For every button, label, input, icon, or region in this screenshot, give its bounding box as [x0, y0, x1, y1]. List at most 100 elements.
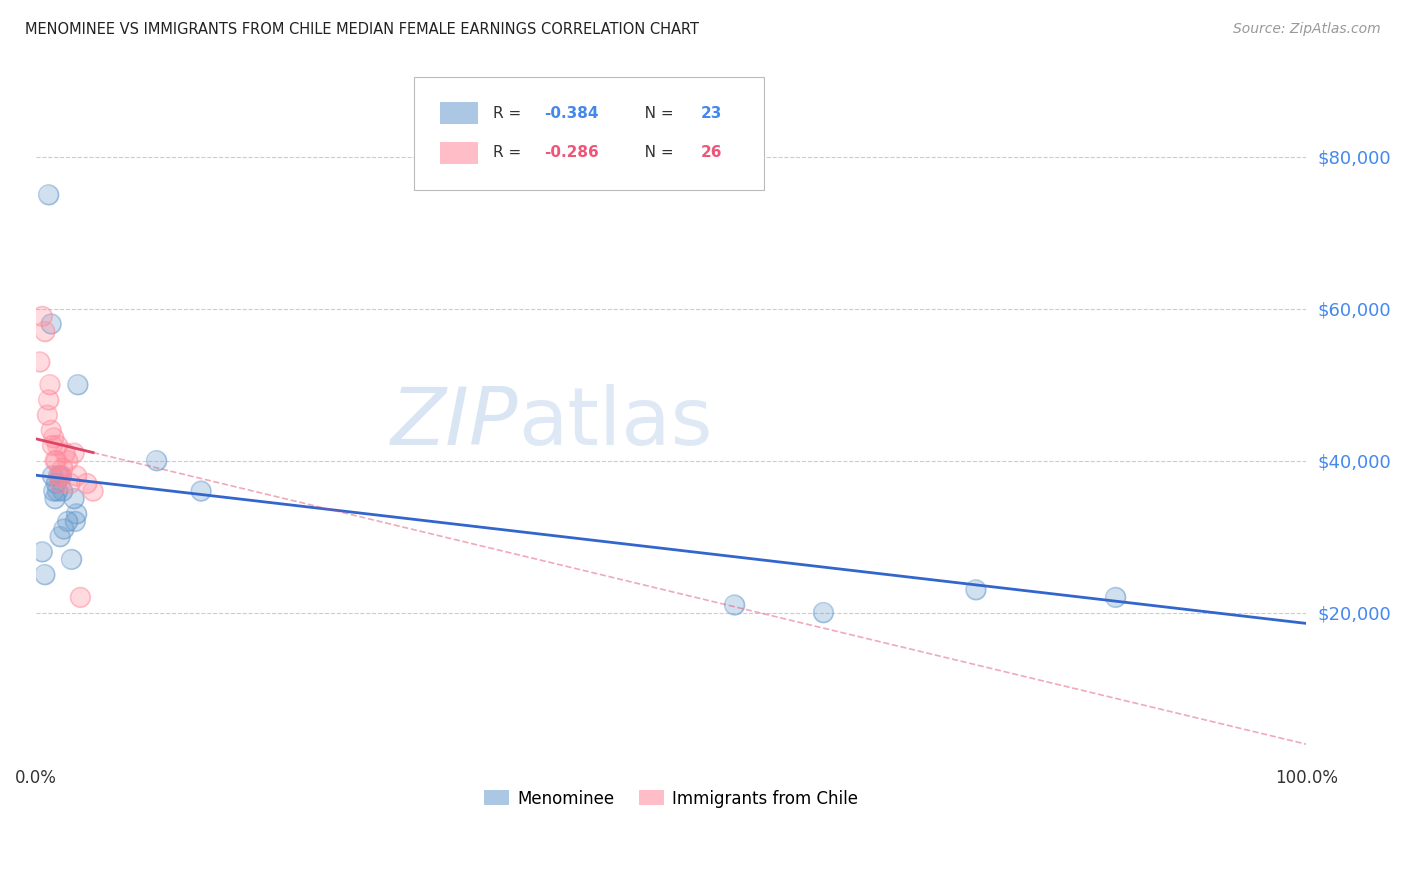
Point [65, 507, 87, 521]
Point [42, 484, 65, 499]
Point [56, 453, 79, 467]
Point [46, 484, 69, 499]
Point [45, 476, 67, 491]
Point [52, 461, 75, 475]
Point [28, 355, 51, 369]
Point [723, 598, 745, 612]
Point [190, 484, 212, 499]
Point [63, 446, 86, 460]
Point [42, 431, 65, 445]
Point [65, 515, 87, 529]
Point [52, 522, 75, 536]
Point [41, 438, 63, 452]
Point [51, 468, 73, 483]
Point [49, 476, 72, 491]
Point [76, 476, 98, 491]
Point [63, 491, 86, 506]
Point [49, 476, 72, 491]
Point [49, 530, 72, 544]
Point [51, 468, 73, 483]
Point [48, 468, 70, 483]
Point [82, 484, 104, 499]
Point [41, 438, 63, 452]
Point [44, 453, 66, 467]
Point [38, 187, 60, 202]
Point [45, 453, 67, 467]
Point [48, 468, 70, 483]
FancyBboxPatch shape [440, 102, 478, 124]
Point [46, 438, 69, 452]
Point [965, 582, 987, 597]
Point [31, 545, 53, 559]
Point [76, 476, 98, 491]
Text: N =: N = [630, 145, 679, 161]
Text: N =: N = [630, 105, 679, 120]
Point [48, 468, 70, 483]
Point [39, 317, 62, 331]
FancyBboxPatch shape [440, 142, 478, 163]
Text: MENOMINEE VS IMMIGRANTS FROM CHILE MEDIAN FEMALE EARNINGS CORRELATION CHART: MENOMINEE VS IMMIGRANTS FROM CHILE MEDIA… [25, 22, 699, 37]
Point [38, 187, 60, 202]
Point [53, 446, 76, 460]
Point [31, 545, 53, 559]
Text: Source: ZipAtlas.com: Source: ZipAtlas.com [1233, 22, 1381, 37]
Point [965, 582, 987, 597]
Point [1104, 591, 1126, 605]
Point [38, 377, 60, 392]
Point [60, 552, 83, 566]
Point [31, 310, 53, 324]
Point [56, 515, 79, 529]
Point [190, 484, 212, 499]
Point [34, 567, 56, 582]
Point [42, 484, 65, 499]
Point [45, 453, 67, 467]
Text: atlas: atlas [519, 384, 713, 462]
Point [39, 317, 62, 331]
Point [38, 392, 60, 407]
Point [813, 606, 835, 620]
Point [52, 522, 75, 536]
Point [63, 491, 86, 506]
Text: -0.384: -0.384 [544, 105, 599, 120]
FancyBboxPatch shape [415, 78, 763, 190]
Point [66, 377, 89, 392]
Point [69, 591, 91, 605]
Point [37, 408, 59, 422]
Point [65, 468, 87, 483]
Point [65, 507, 87, 521]
Point [723, 598, 745, 612]
Point [44, 491, 66, 506]
Point [53, 446, 76, 460]
Point [52, 461, 75, 475]
Text: R =: R = [494, 145, 526, 161]
Text: 26: 26 [700, 145, 721, 161]
Point [48, 468, 70, 483]
Point [44, 491, 66, 506]
Legend: Menominee, Immigrants from Chile: Menominee, Immigrants from Chile [477, 783, 865, 814]
Point [69, 591, 91, 605]
Point [46, 438, 69, 452]
Point [34, 325, 56, 339]
Point [52, 484, 75, 499]
Point [51, 468, 73, 483]
Point [49, 530, 72, 544]
Text: ZIP: ZIP [391, 384, 519, 462]
Point [65, 515, 87, 529]
Point [34, 567, 56, 582]
Point [44, 453, 66, 467]
Point [60, 552, 83, 566]
Text: R =: R = [494, 105, 526, 120]
Point [82, 484, 104, 499]
Point [39, 423, 62, 437]
Point [45, 476, 67, 491]
Point [145, 453, 167, 467]
Point [42, 431, 65, 445]
Text: -0.286: -0.286 [544, 145, 599, 161]
Point [41, 468, 63, 483]
Point [56, 453, 79, 467]
Point [28, 355, 51, 369]
Point [38, 392, 60, 407]
Point [813, 606, 835, 620]
Point [37, 408, 59, 422]
Point [46, 484, 69, 499]
